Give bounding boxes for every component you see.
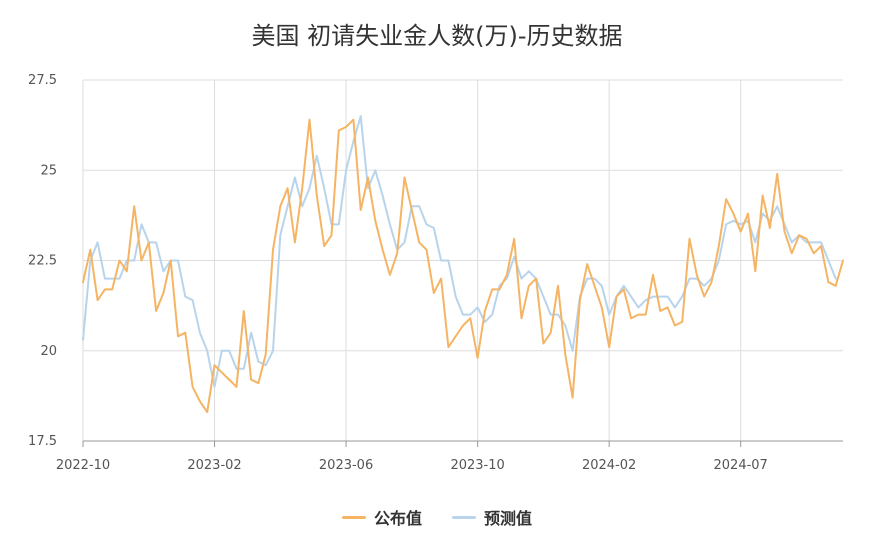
series-line-published (82, 118, 844, 414)
legend-swatch-forecast (452, 515, 476, 519)
legend-item-published[interactable]: 公布值 (341, 505, 422, 529)
x-tick-label: 2023-06 (319, 458, 373, 473)
legend-label-published: 公布值 (373, 509, 422, 528)
y-tick-label: 27.5 (28, 73, 57, 88)
x-tick-label: 2022-10 (56, 458, 110, 473)
legend: 公布值 预测值 (0, 505, 874, 529)
y-tick-label: 25 (40, 163, 57, 178)
y-tick-label: 17.5 (28, 434, 57, 449)
series-line-forecast (82, 115, 837, 388)
x-tick-label: 2024-07 (714, 458, 768, 473)
legend-item-forecast[interactable]: 预测值 (452, 505, 532, 529)
tick-labels: 17.5 20 22.5 25 27.5 2022-10 2023-02 2023-06 202… (28, 73, 768, 473)
legend-label-forecast: 预测值 (484, 509, 533, 528)
y-tick-label: 20 (40, 344, 57, 359)
grid-lines (82, 79, 843, 442)
legend-swatch-published (341, 515, 366, 519)
x-tick-label: 2024-02 (582, 458, 636, 473)
x-tick-label: 2023-02 (187, 458, 241, 473)
y-tick-label: 22.5 (28, 254, 57, 269)
chart-title: 美国 初请失业金人数(万)-历史数据 (251, 22, 623, 50)
axes (82, 440, 843, 447)
x-tick-label: 2023-10 (450, 458, 504, 473)
series-lines (82, 115, 844, 414)
